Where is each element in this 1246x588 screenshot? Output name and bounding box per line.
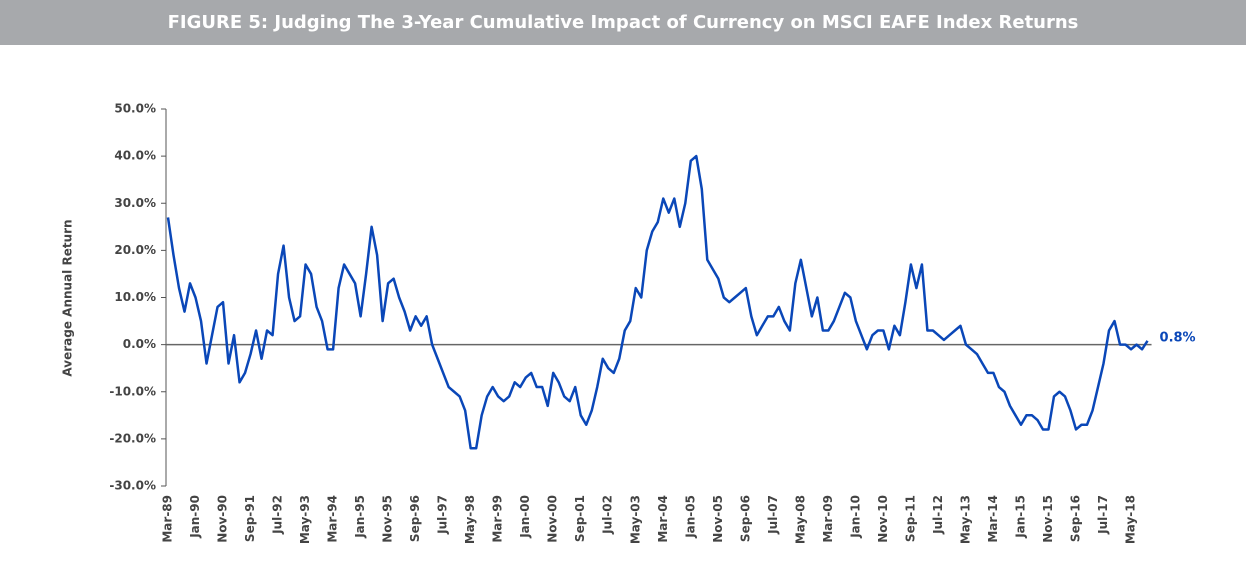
x-tick-label: Jan-00 — [518, 495, 532, 539]
y-tick-label: -20.0% — [109, 431, 156, 445]
x-tick-label: Jan-90 — [188, 495, 202, 539]
x-tick-label: Nov-90 — [216, 495, 230, 543]
x-tick-label: Jan-95 — [353, 495, 367, 539]
x-tick-label: May-93 — [298, 495, 312, 544]
x-tick-label: May-03 — [628, 495, 642, 544]
x-tick-label: Nov-00 — [546, 495, 560, 543]
x-tick-label: Mar-94 — [326, 495, 340, 543]
y-tick-label: -30.0% — [109, 479, 156, 493]
x-tick-label: Nov-15 — [1041, 495, 1055, 543]
x-tick-label: Jul-17 — [1096, 495, 1110, 535]
line-series — [166, 154, 1149, 450]
x-tick-label: Jul-12 — [931, 495, 945, 535]
x-tick-label: May-08 — [793, 495, 807, 544]
x-tick-label: Sep-16 — [1068, 495, 1082, 542]
chart-title: FIGURE 5: Judging The 3-Year Cumulative … — [168, 12, 1079, 33]
x-tick-label: Mar-04 — [656, 495, 670, 543]
title-banner — [0, 0, 1246, 45]
y-axis-label: Average Annual Return — [61, 219, 75, 376]
x-tick-label: Sep-06 — [738, 495, 752, 542]
y-tick-label: 10.0% — [114, 290, 156, 304]
x-tick-label: Mar-14 — [986, 495, 1000, 543]
x-tick-label: May-18 — [1124, 495, 1138, 544]
y-tick-label: 40.0% — [114, 149, 156, 163]
x-tick-label: Mar-89 — [161, 495, 175, 543]
y-tick-label: 20.0% — [114, 243, 156, 257]
x-tick-label: Jul-92 — [271, 495, 285, 535]
x-tick-label: Nov-10 — [876, 495, 890, 543]
x-tick-label: Jan-05 — [683, 495, 697, 539]
y-tick-label: 50.0% — [114, 102, 156, 116]
x-tick-label: Jan-15 — [1013, 495, 1027, 539]
y-tick-label: -10.0% — [109, 384, 156, 398]
x-tick-label: May-13 — [958, 495, 972, 544]
x-tick-label: Sep-91 — [243, 495, 257, 542]
x-tick-label: Nov-05 — [711, 495, 725, 543]
end-label: 0.8% — [1160, 330, 1196, 345]
x-tick-label: Nov-95 — [381, 495, 395, 543]
x-tick-label: Jul-97 — [436, 495, 450, 535]
x-tick-label: Sep-96 — [408, 495, 422, 542]
x-tick-label: Jan-10 — [848, 495, 862, 539]
x-tick-label: Sep-11 — [903, 495, 917, 542]
y-tick-label: 30.0% — [114, 196, 156, 210]
x-tick-label: Mar-99 — [491, 495, 505, 543]
x-tick-label: May-98 — [463, 495, 477, 544]
x-tick-label: Jul-07 — [766, 495, 780, 535]
x-tick-label: Jul-02 — [601, 495, 615, 535]
y-tick-label: 0.0% — [123, 337, 156, 351]
x-tick-label: Mar-09 — [821, 495, 835, 543]
x-tick-label: Sep-01 — [573, 495, 587, 542]
